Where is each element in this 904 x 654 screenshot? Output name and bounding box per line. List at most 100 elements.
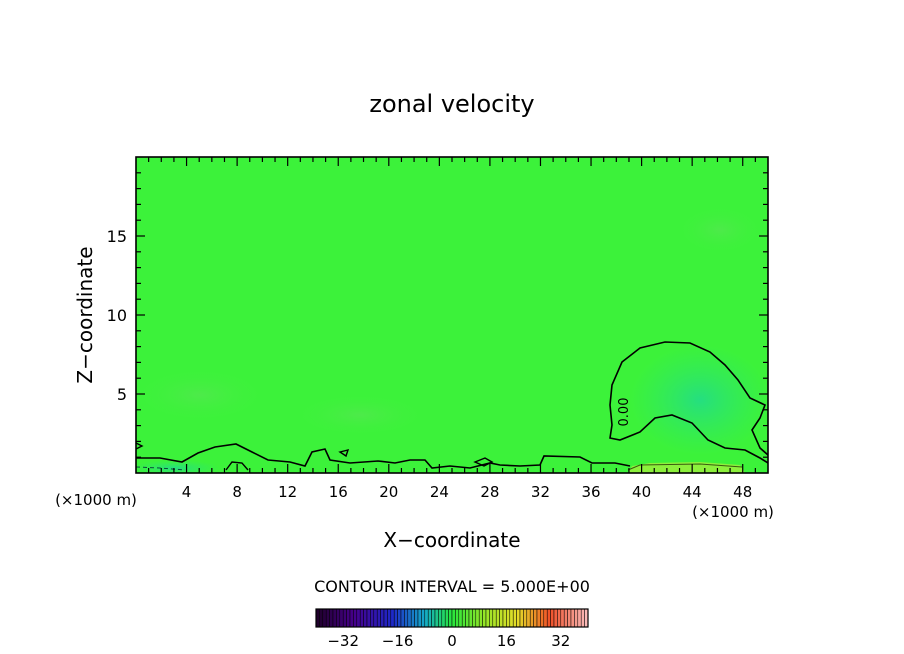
x-tick-label: 12 [278, 483, 297, 501]
colorbar-cell [434, 608, 439, 628]
chart-title: zonal velocity [369, 90, 534, 118]
colorbar-cell [461, 608, 466, 628]
colorbar-cell [567, 608, 572, 628]
colorbar-cell [478, 608, 483, 628]
colorbar-cell [455, 608, 460, 628]
x-tick-label: 36 [581, 483, 600, 501]
field-patch-low-center [290, 393, 430, 437]
colorbar-cell [533, 608, 538, 628]
colorbar-cell [339, 608, 344, 628]
y-tick-label: 10 [107, 306, 127, 325]
colorbar-frame [315, 608, 589, 628]
colorbar-cell [353, 608, 358, 628]
colorbar-cell [536, 608, 541, 628]
colorbar-cell [376, 608, 381, 628]
x-tick-label: 20 [379, 483, 398, 501]
x-axis: 4 8 12 16 20 24 28 32 36 40 44 48 [148, 157, 756, 501]
colorbar-cell [325, 608, 330, 628]
positive-contour-surface [627, 463, 743, 471]
colorbar-cell [550, 608, 555, 628]
colorbar-cell [465, 608, 470, 628]
x-unit-right: (×1000 m) [692, 503, 774, 521]
colorbar-cell [366, 608, 371, 628]
zero-contour-island-d [136, 442, 144, 450]
colorbar-cell [451, 608, 456, 628]
colorbar-tick-label: −32 [327, 632, 359, 650]
colorbar-cell [438, 608, 443, 628]
colorbar-cell [359, 608, 364, 628]
negative-core-right [630, 345, 768, 455]
x-tick-label: 44 [683, 483, 702, 501]
colorbar-cell [519, 608, 524, 628]
colorbar-cell [523, 608, 528, 628]
colorbar-cell [560, 608, 565, 628]
colorbar-cell [448, 608, 453, 628]
y-tick-label: 15 [107, 227, 127, 246]
colorbar-cell [489, 608, 494, 628]
colorbar-cell [472, 608, 477, 628]
zero-contour-island-c [338, 449, 350, 458]
colorbar-cell [570, 608, 575, 628]
zero-contour-island-b [473, 457, 494, 467]
y-axis-label: Z−coordinate [73, 246, 97, 383]
colorbar-cell [574, 608, 579, 628]
colorbar-cell [363, 608, 368, 628]
colorbar-cell [526, 608, 531, 628]
colorbar-cell [475, 608, 480, 628]
colorbar-cell [580, 608, 585, 628]
colorbar-cell [380, 608, 385, 628]
colorbar-cell [329, 608, 334, 628]
colorbar-ticks: −32 −16 0 16 32 [327, 632, 570, 650]
colorbar-cell [468, 608, 473, 628]
colorbar-cell [529, 608, 534, 628]
colorbar-cell [319, 608, 324, 628]
colorbar-cell [506, 608, 511, 628]
colorbar-cell [332, 608, 337, 628]
colorbar-cell [342, 608, 347, 628]
colorbar-tick-label: −16 [382, 632, 414, 650]
colorbar-cell [509, 608, 514, 628]
colorbar-cell [458, 608, 463, 628]
colorbar-cell [322, 608, 327, 628]
contour-interval-text: CONTOUR INTERVAL = 5.000E+00 [314, 577, 590, 596]
x-tick-label: 28 [480, 483, 499, 501]
colorbar-cell [516, 608, 521, 628]
colorbar-cell [404, 608, 409, 628]
x-tick-label: 48 [733, 483, 752, 501]
colorbar-cell [346, 608, 351, 628]
x-tick-label: 8 [232, 483, 242, 501]
y-tick-label: 5 [117, 385, 127, 404]
colorbar [315, 608, 589, 628]
colorbar-cell [543, 608, 548, 628]
colorbar-cell [373, 608, 378, 628]
colorbar-cell [499, 608, 504, 628]
colorbar-cell [417, 608, 422, 628]
colorbar-cell [540, 608, 545, 628]
colorbar-cell [390, 608, 395, 628]
colorbar-cell [444, 608, 449, 628]
colorbar-cell [393, 608, 398, 628]
colorbar-cell [349, 608, 354, 628]
x-axis-label: X−coordinate [383, 528, 520, 552]
colorbar-cell [431, 608, 436, 628]
x-tick-label: 40 [632, 483, 651, 501]
colorbar-cell [336, 608, 341, 628]
plot-area: 0.00 [136, 157, 768, 473]
colorbar-cell [427, 608, 432, 628]
colorbar-cell [546, 608, 551, 628]
colorbar-tick-label: 32 [551, 632, 570, 650]
colorbar-cell [414, 608, 419, 628]
colorbar-cell [370, 608, 375, 628]
y-axis: 5 10 15 [107, 172, 768, 458]
colorbar-cell [577, 608, 582, 628]
x-tick-label: 4 [182, 483, 192, 501]
colorbar-cell [424, 608, 429, 628]
colorbar-cell [441, 608, 446, 628]
x-unit-left: (×1000 m) [55, 491, 137, 509]
colorbar-cell [407, 608, 412, 628]
field-patch-upper-right [675, 205, 765, 255]
colorbar-cell [553, 608, 558, 628]
colorbar-cell [383, 608, 388, 628]
x-tick-label: 24 [430, 483, 449, 501]
